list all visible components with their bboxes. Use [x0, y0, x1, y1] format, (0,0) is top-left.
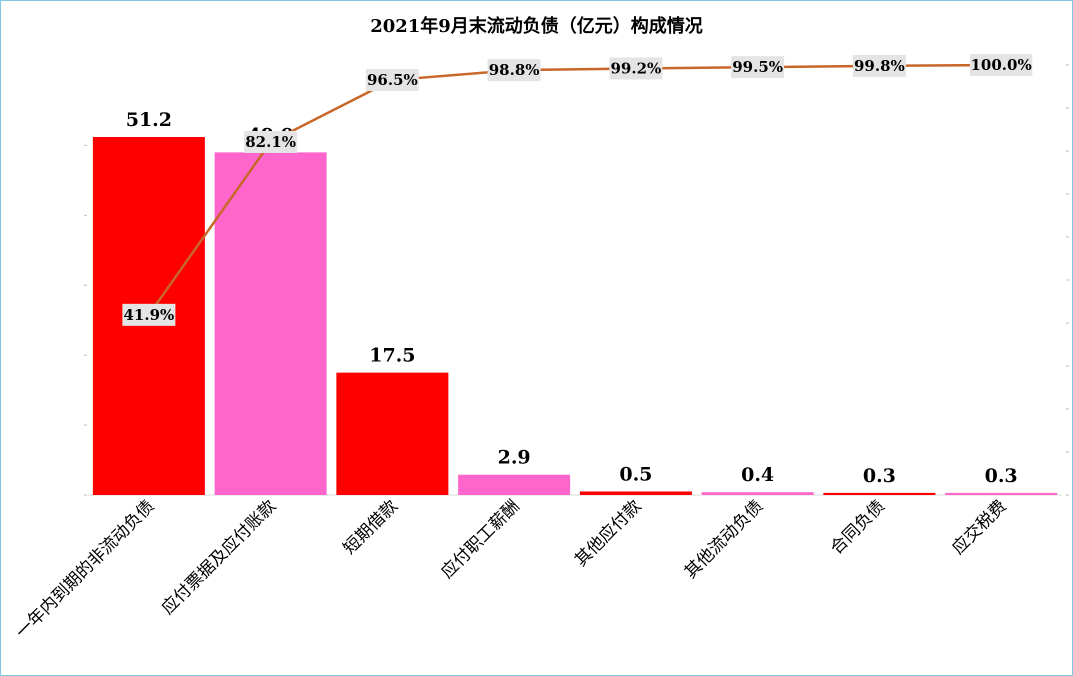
category-label: 应付职工薪酬 [437, 496, 523, 582]
cumulative-label: 41.9% [123, 306, 174, 324]
cumulative-label: 96.5% [367, 71, 418, 89]
cumulative-label-bg [122, 303, 176, 326]
category-label: 其他应付款 [571, 496, 645, 570]
bar-value-label: 0.3 [985, 465, 1018, 487]
cumulative-label-bg [852, 54, 906, 77]
chart-title: 2021年9月末流动负债（亿元）构成情况 [370, 16, 703, 37]
cumulative-label: 100.0% [971, 56, 1032, 74]
cumulative-label-bg [244, 130, 298, 153]
bar [214, 152, 327, 495]
bar-value-label: 51.2 [126, 109, 172, 131]
category-label: 合同负债 [827, 496, 889, 558]
bar-value-label: 0.5 [619, 464, 652, 486]
cumulative-label-bg [609, 57, 663, 80]
category-label: 应付票据及应付账款 [158, 496, 280, 618]
cumulative-label: 99.8% [854, 57, 905, 75]
cumulative-label-bg [969, 54, 1033, 76]
bar [579, 491, 692, 495]
category-label: 其他流动负债 [681, 496, 767, 582]
bar-value-label: 17.5 [369, 345, 415, 367]
bar-value-label: 2.9 [498, 447, 531, 469]
cumulative-label: 82.1% [245, 133, 296, 151]
category-label: 短期借款 [340, 496, 402, 558]
category-label: 应交税费 [948, 496, 1010, 558]
cumulative-label: 98.8% [489, 61, 540, 79]
cumulative-label-bg [487, 59, 541, 82]
bar [945, 492, 1058, 495]
cumulative-label: 99.5% [732, 58, 783, 76]
bar [701, 492, 814, 495]
bar [458, 474, 571, 495]
cumulative-label-bg [731, 56, 785, 79]
category-label: 一年内到期的非流动负债 [12, 496, 158, 642]
bar-value-label: 0.3 [863, 465, 896, 487]
bar-value-label: 0.4 [741, 464, 774, 486]
cumulative-label: 99.2% [610, 59, 661, 77]
bar [336, 372, 449, 495]
bar [823, 492, 936, 495]
cumulative-label-bg [365, 69, 419, 92]
